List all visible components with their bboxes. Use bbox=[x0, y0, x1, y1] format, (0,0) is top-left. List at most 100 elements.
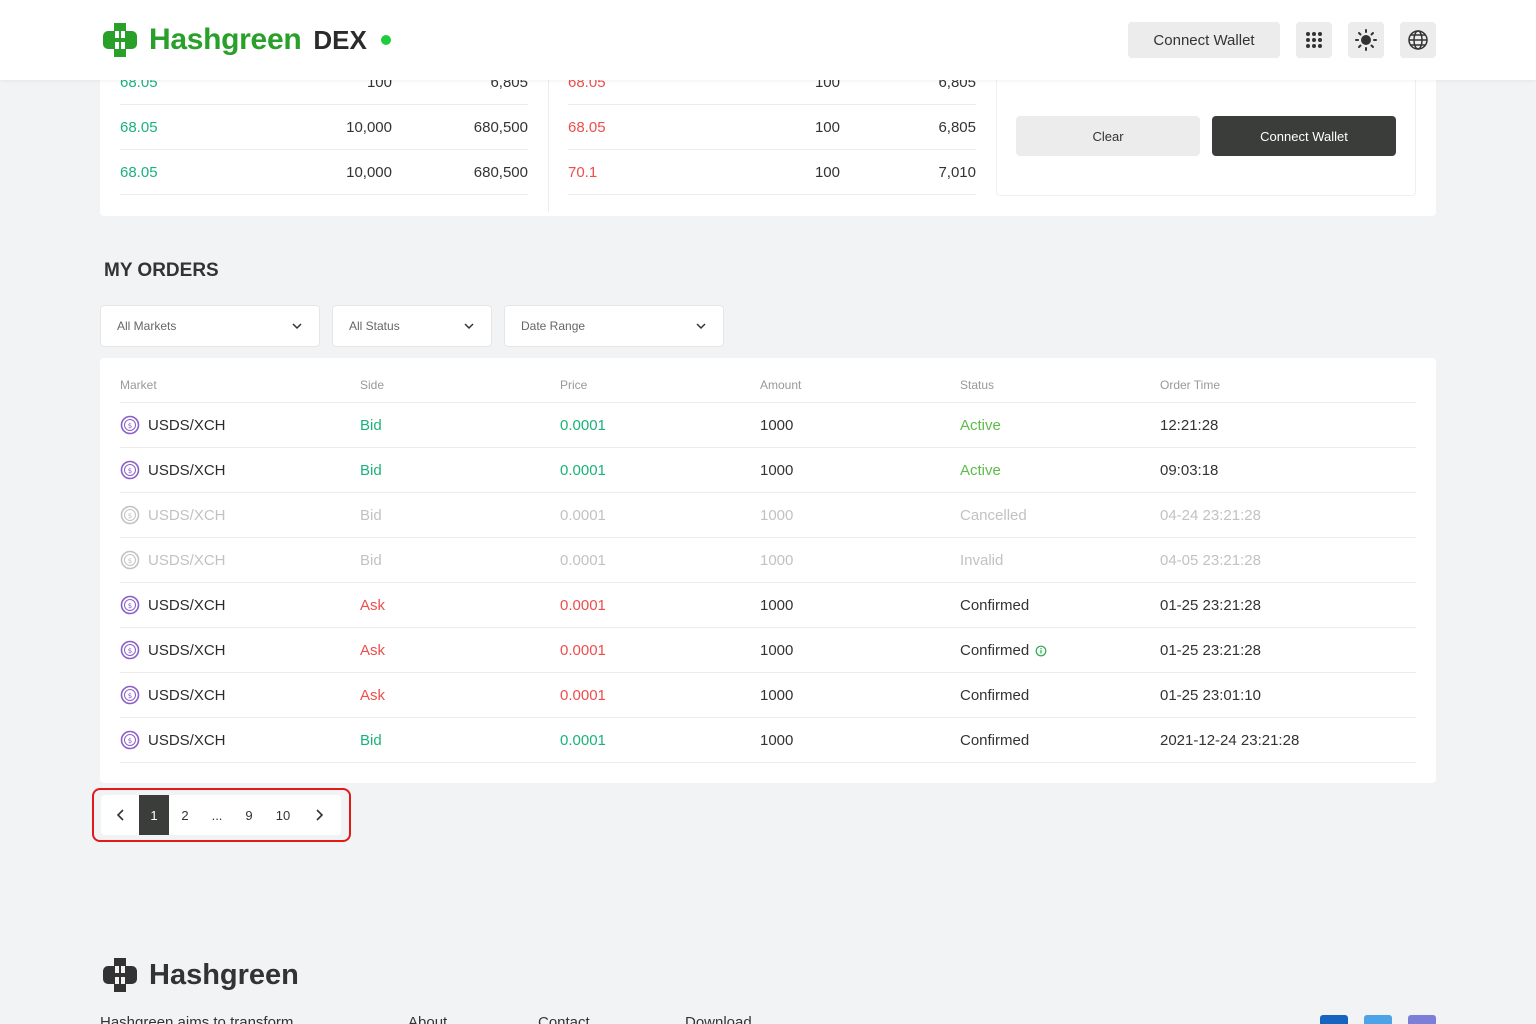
connect-wallet-trade-button[interactable]: Connect Wallet bbox=[1212, 116, 1396, 156]
page-button-1[interactable]: 1 bbox=[139, 795, 169, 835]
footer-link-about[interactable]: About bbox=[408, 1014, 448, 1024]
order-time: 09:03:18 bbox=[1160, 462, 1219, 479]
usds-coin-icon: $ bbox=[120, 685, 140, 705]
order-row[interactable]: $ USDS/XCH Bid 0.0001 1000 Active 12:21:28 bbox=[120, 403, 1416, 448]
order-market-label: USDS/XCH bbox=[148, 731, 226, 749]
twitter-icon[interactable] bbox=[1364, 1015, 1392, 1024]
theme-toggle-button[interactable] bbox=[1348, 22, 1384, 58]
order-status: Confirmed bbox=[960, 687, 1029, 704]
usds-coin-icon: $ bbox=[120, 730, 140, 750]
prev-page-button[interactable] bbox=[109, 795, 133, 835]
order-market: $ USDS/XCH bbox=[120, 685, 226, 705]
order-price: 0.0001 bbox=[560, 417, 606, 434]
ask-price: 68.05 bbox=[568, 119, 606, 136]
linkedin-icon[interactable] bbox=[1320, 1015, 1348, 1024]
bid-row[interactable]: 68.05 10,000 680,500 bbox=[120, 105, 528, 150]
apps-grid-icon bbox=[1306, 32, 1322, 48]
apps-menu-button[interactable] bbox=[1296, 22, 1332, 58]
order-amount: 1000 bbox=[760, 507, 794, 524]
bid-price: 68.05 bbox=[120, 164, 158, 181]
orderbook-divider bbox=[548, 60, 549, 212]
order-amount: 1000 bbox=[760, 597, 794, 614]
bid-price: 68.05 bbox=[120, 119, 158, 136]
bids-table: 68.05 100 6,805 68.05 10,000 680,500 68.… bbox=[120, 60, 528, 195]
order-time: 12:21:28 bbox=[1160, 417, 1219, 434]
order-status: Active bbox=[960, 462, 1001, 479]
column-header-order-time: Order Time bbox=[1160, 378, 1221, 392]
chevron-down-icon bbox=[292, 323, 302, 330]
date-range-filter-select[interactable]: Date Range bbox=[504, 305, 724, 347]
ask-qty: 100 bbox=[814, 119, 840, 136]
clear-button[interactable]: Clear bbox=[1016, 116, 1200, 156]
order-amount: 1000 bbox=[760, 687, 794, 704]
svg-text:$: $ bbox=[128, 692, 132, 700]
bid-row[interactable]: 68.05 10,000 680,500 bbox=[120, 150, 528, 195]
markets-filter-select[interactable]: All Markets bbox=[100, 305, 320, 347]
page-button-2[interactable]: 2 bbox=[181, 807, 189, 823]
order-time: 04-24 23:21:28 bbox=[1160, 507, 1261, 524]
order-price: 0.0001 bbox=[560, 507, 606, 524]
order-price: 0.0001 bbox=[560, 552, 606, 569]
order-row[interactable]: $ USDS/XCH Bid 0.0001 1000 Confirmed 2021-12-2… bbox=[120, 718, 1416, 763]
order-price: 0.0001 bbox=[560, 642, 606, 659]
order-market-label: USDS/XCH bbox=[148, 551, 226, 569]
order-amount: 1000 bbox=[760, 552, 794, 569]
order-market: $ USDS/XCH bbox=[120, 730, 226, 750]
footer-link-contact[interactable]: Contact bbox=[538, 1014, 590, 1024]
ask-row[interactable]: 68.05 100 6,805 bbox=[568, 105, 976, 150]
order-side: Ask bbox=[360, 597, 386, 614]
network-status-dot bbox=[380, 35, 391, 45]
order-market: $ USDS/XCH bbox=[120, 640, 226, 660]
svg-text:$: $ bbox=[128, 512, 132, 520]
order-amount: 1000 bbox=[760, 417, 794, 434]
order-row[interactable]: $ USDS/XCH Bid 0.0001 1000 Cancelled 04-24 23:… bbox=[120, 493, 1416, 538]
order-row[interactable]: $ USDS/XCH Bid 0.0001 1000 Active 09:03:18 bbox=[120, 448, 1416, 493]
page-button-9[interactable]: 9 bbox=[245, 807, 253, 823]
language-button[interactable] bbox=[1400, 22, 1436, 58]
footer-logo[interactable]: Hashgreen bbox=[100, 955, 299, 995]
hashgreen-logo-icon bbox=[103, 958, 137, 992]
order-price: 0.0001 bbox=[560, 687, 606, 704]
pagination: 1 2 ... 9 10 bbox=[101, 795, 341, 835]
status-filter-select[interactable]: All Status bbox=[332, 305, 492, 347]
order-status-label: Active bbox=[960, 462, 1001, 479]
order-side: Bid bbox=[360, 417, 382, 434]
chevron-down-icon bbox=[696, 323, 706, 330]
discord-icon[interactable] bbox=[1408, 1015, 1436, 1024]
column-header-status: Status bbox=[960, 378, 995, 392]
chevron-right-icon bbox=[316, 809, 324, 821]
order-time: 2021-12-24 23:21:28 bbox=[1160, 732, 1300, 749]
ask-row[interactable]: 70.1 100 7,010 bbox=[568, 150, 976, 195]
product-name: DEX bbox=[313, 24, 367, 55]
order-market-label: USDS/XCH bbox=[148, 506, 226, 524]
order-time: 01-25 23:21:28 bbox=[1160, 642, 1261, 659]
order-status-label: Confirmed bbox=[960, 687, 1030, 704]
usds-coin-icon: $ bbox=[120, 595, 140, 615]
order-row[interactable]: $ USDS/XCH Ask 0.0001 1000 Confirmed 01-25 23:… bbox=[120, 628, 1416, 673]
orders-table: Market Side Price Amount Status Order Ti… bbox=[100, 358, 1436, 783]
info-circle-icon[interactable] bbox=[1035, 645, 1047, 657]
order-status-label: Cancelled bbox=[960, 507, 1027, 524]
connect-wallet-button[interactable]: Connect Wallet bbox=[1128, 22, 1280, 58]
next-page-button[interactable] bbox=[307, 795, 331, 835]
page-button-10[interactable]: 10 bbox=[275, 807, 291, 823]
ask-total: 7,010 bbox=[938, 164, 976, 181]
usds-coin-icon: $ bbox=[120, 415, 140, 435]
usds-coin-icon: $ bbox=[120, 640, 140, 660]
order-amount: 1000 bbox=[760, 642, 794, 659]
markets-filter-value: All Markets bbox=[117, 319, 177, 333]
chevron-down-icon bbox=[464, 323, 474, 330]
order-row[interactable]: $ USDS/XCH Ask 0.0001 1000 Confirmed 01-25 23:… bbox=[120, 583, 1416, 628]
order-row[interactable]: $ USDS/XCH Ask 0.0001 1000 Confirmed 01-25 23:… bbox=[120, 673, 1416, 718]
ask-price: 70.1 bbox=[568, 164, 598, 181]
order-side: Ask bbox=[360, 687, 386, 704]
brand-logo[interactable]: Hashgreen DEX bbox=[100, 20, 391, 60]
order-market: $ USDS/XCH bbox=[120, 595, 226, 615]
order-status: Cancelled bbox=[960, 507, 1027, 524]
footer-link-download[interactable]: Download bbox=[685, 1014, 752, 1024]
order-row[interactable]: $ USDS/XCH Bid 0.0001 1000 Invalid 04-05 23:21… bbox=[120, 538, 1416, 583]
column-header-price: Price bbox=[560, 378, 588, 392]
page-ellipsis: ... bbox=[211, 807, 223, 823]
bid-total: 680,500 bbox=[473, 164, 528, 181]
ask-total: 6,805 bbox=[938, 119, 976, 136]
